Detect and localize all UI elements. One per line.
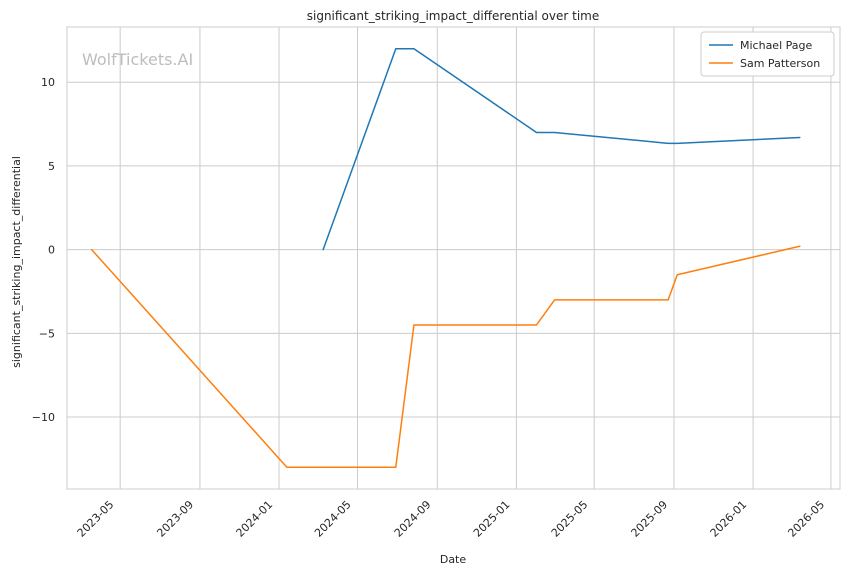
- y-tick-label-5: −5: [39, 327, 55, 340]
- y-tick-label-10: −10: [32, 411, 55, 424]
- legend-label-michael-page: Michael Page: [740, 39, 812, 52]
- y-axis-label: significant_striking_impact_differential: [10, 156, 23, 368]
- chart-title: significant_striking_impact_differential…: [307, 9, 599, 23]
- plot-area: [67, 27, 840, 489]
- plot-background: [67, 27, 840, 489]
- x-axis-label: Date: [440, 553, 467, 566]
- y-tick-label-0: 0: [48, 244, 55, 257]
- y-tick-label-10: 10: [41, 76, 55, 89]
- watermark: WolfTickets.AI: [82, 50, 193, 69]
- legend-label-sam-patterson: Sam Patterson: [740, 57, 820, 70]
- y-tick-label-5: 5: [48, 160, 55, 173]
- legend: Michael Page Sam Patterson: [701, 32, 834, 76]
